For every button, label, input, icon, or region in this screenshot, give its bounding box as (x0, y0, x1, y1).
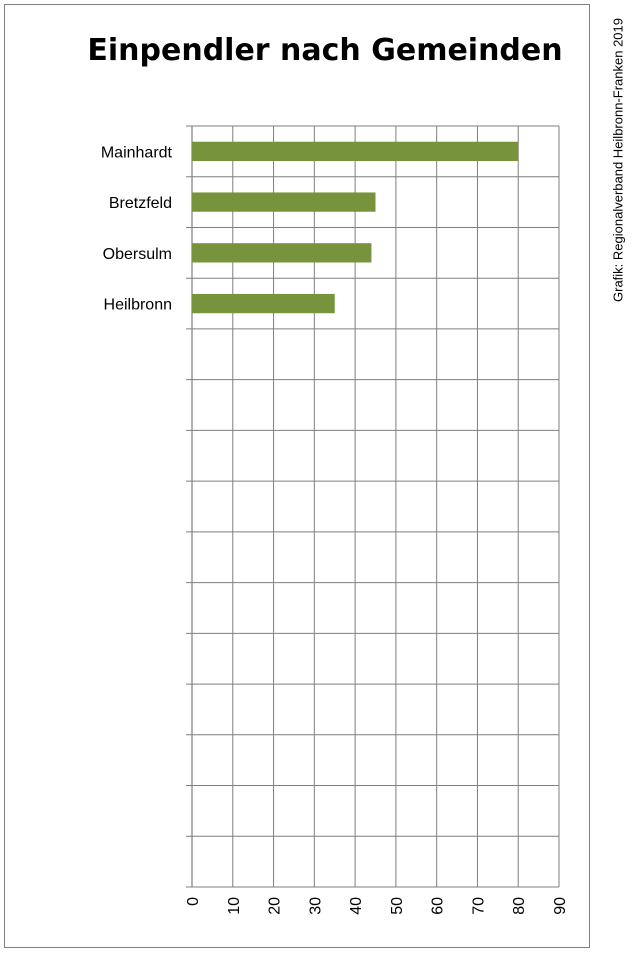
category-label: Heilbronn (104, 297, 172, 314)
x-tick-label: 90 (552, 897, 569, 915)
chart-title: Einpendler nach Gemeinden (87, 33, 563, 68)
category-label: Mainhardt (101, 144, 173, 161)
bar (192, 192, 376, 212)
x-tick-label: 20 (267, 897, 284, 915)
x-tick-label: 50 (389, 897, 406, 915)
x-tick-label: 30 (307, 897, 324, 915)
plot-area (192, 126, 559, 887)
x-tick-label: 70 (470, 897, 487, 915)
category-label: Obersulm (103, 246, 172, 263)
x-tick-label: 40 (348, 897, 365, 915)
x-tick-label: 0 (185, 897, 202, 906)
bar (192, 293, 335, 314)
bar (192, 141, 519, 162)
bar (192, 243, 372, 263)
x-tick-label: 10 (226, 897, 243, 915)
category-label: Bretzfeld (109, 195, 172, 212)
x-tick-label: 60 (430, 897, 447, 915)
x-tick-label: 80 (511, 897, 528, 915)
